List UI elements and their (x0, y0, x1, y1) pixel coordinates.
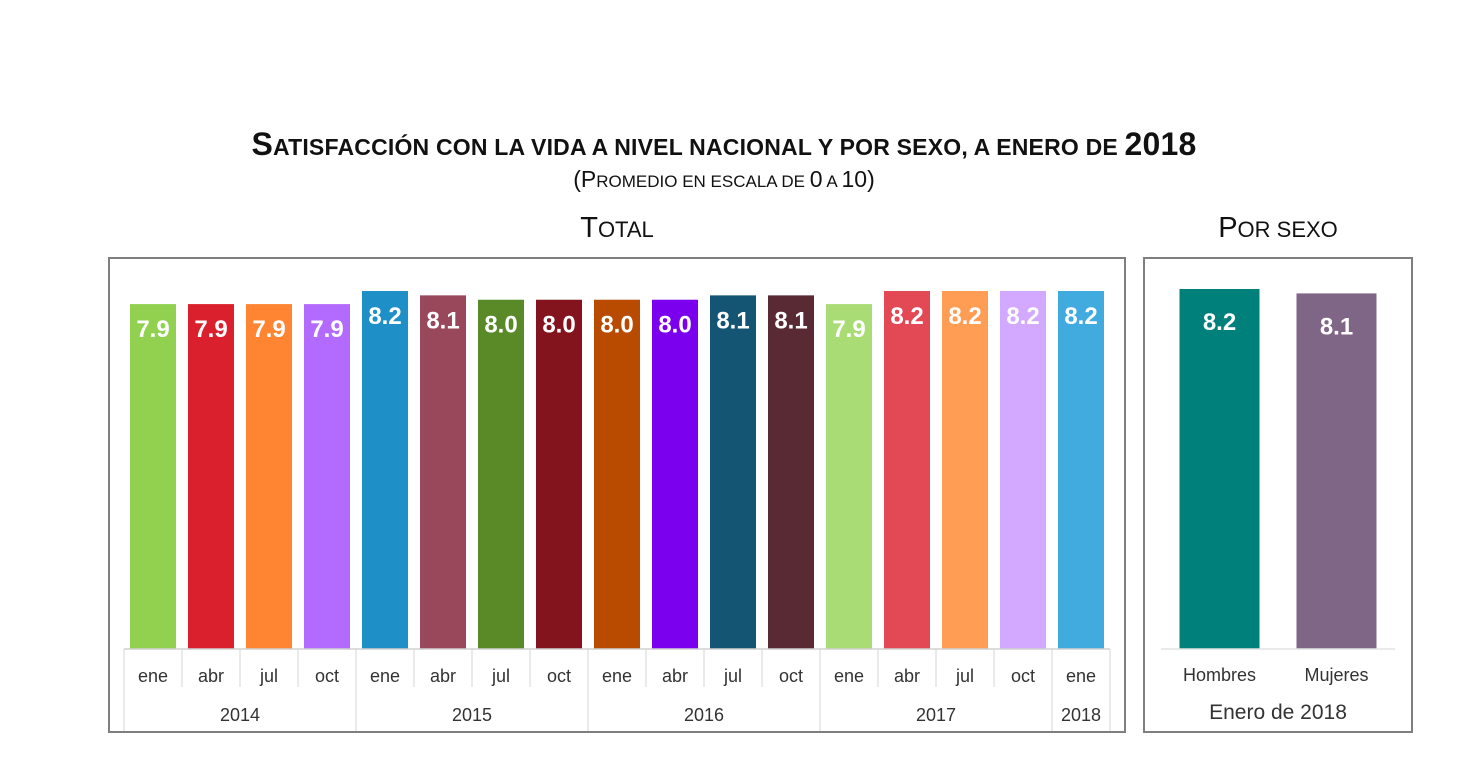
subtitle-close: ) (867, 166, 875, 192)
sex-tick-label: Mujeres (1304, 665, 1368, 685)
total-bar (188, 304, 234, 649)
total-bar (884, 291, 930, 649)
sex-chart-panel: 8.2 Hombres 8.1 Mujeres Enero de 2018 (1143, 257, 1413, 733)
total-bar-value: 8.2 (948, 303, 981, 330)
total-bar (594, 299, 640, 649)
total-bar-value: 8.0 (658, 312, 691, 339)
sex-bar (1179, 289, 1260, 649)
total-year-label: 2018 (1061, 705, 1101, 725)
total-chart-panel: 7.9 7.9 7.9 7.9 8.2 8.1 8.0 8.0 8.0 8.0 8.1 8.1 7.9 8… (108, 257, 1126, 733)
title-year: 2018 (1124, 126, 1197, 162)
total-year-label: 2014 (220, 705, 260, 725)
title-smallcaps: ATISFACCIÓN CON LA VIDA A NIVEL NACIONAL… (272, 134, 1125, 160)
subtitle-num2: 10 (841, 166, 868, 192)
sex-bar-value: 8.1 (1320, 313, 1353, 340)
sex-bar-chart: 8.2 Hombres 8.1 Mujeres Enero de 2018 (1161, 289, 1395, 724)
subtitle-mid: A (822, 172, 842, 191)
total-bar-value: 8.1 (774, 307, 807, 334)
total-bar (362, 291, 408, 649)
sex-bar (1296, 293, 1377, 649)
chart-subtitle: (PROMEDIO EN ESCALA DE 0 A 10) (0, 166, 1448, 193)
sex-tick-label: Hombres (1183, 665, 1256, 685)
total-bar (652, 299, 698, 649)
total-bar-value: 8.2 (1064, 303, 1097, 330)
total-bar (478, 299, 524, 649)
total-bar-value: 7.9 (252, 316, 285, 343)
total-bar-value: 8.0 (542, 312, 575, 339)
total-tick-label: oct (1011, 666, 1035, 686)
panel-total-rest: OTAL (597, 217, 654, 242)
total-bar (246, 304, 292, 649)
total-bar (1000, 291, 1046, 649)
total-tick-label: jul (259, 666, 278, 686)
total-bar (536, 299, 582, 649)
total-bar-value: 8.2 (368, 303, 401, 330)
total-year-label: 2017 (916, 705, 956, 725)
total-bar-value: 7.9 (310, 316, 343, 343)
total-year-label: 2015 (452, 705, 492, 725)
total-tick-label: jul (491, 666, 510, 686)
panel-sex-title: POR SEXO (1143, 212, 1413, 245)
subtitle-open: (P (573, 166, 597, 192)
total-bar-value: 8.2 (890, 303, 923, 330)
total-bar-value: 8.0 (484, 312, 517, 339)
total-tick-label: abr (430, 666, 456, 686)
total-bar (768, 295, 814, 649)
title-initial: S (251, 126, 273, 162)
total-bar-value: 8.0 (600, 312, 633, 339)
total-tick-label: oct (779, 666, 803, 686)
panel-total-initial: T (580, 212, 598, 244)
total-bar (826, 304, 872, 649)
total-bar (710, 295, 756, 649)
panel-total-title: TOTAL (108, 212, 1126, 245)
total-tick-label: jul (955, 666, 974, 686)
total-tick-label: ene (138, 666, 168, 686)
total-bar-value: 8.2 (1006, 303, 1039, 330)
sex-axis-title: Enero de 2018 (1209, 701, 1347, 724)
total-tick-label: jul (723, 666, 742, 686)
chart-title: SATISFACCIÓN CON LA VIDA A NIVEL NACIONA… (0, 126, 1448, 163)
sex-bar-value: 8.2 (1203, 309, 1236, 336)
total-tick-label: ene (370, 666, 400, 686)
total-bar (304, 304, 350, 649)
total-bar-value: 7.9 (194, 316, 227, 343)
total-bar (942, 291, 988, 649)
total-bar (130, 304, 176, 649)
total-bar-value: 7.9 (136, 316, 169, 343)
total-bar-value: 7.9 (832, 316, 865, 343)
panel-sex-initial: P (1218, 212, 1238, 244)
total-bar (1058, 291, 1104, 649)
total-tick-label: abr (894, 666, 920, 686)
subtitle-smallcaps: ROMEDIO EN ESCALA DE (596, 172, 810, 191)
total-tick-label: abr (198, 666, 224, 686)
total-bar-value: 8.1 (716, 307, 749, 334)
total-tick-label: ene (834, 666, 864, 686)
panel-sex-rest: OR SEXO (1237, 217, 1338, 242)
total-year-label: 2016 (684, 705, 724, 725)
total-bar-chart: 7.9 7.9 7.9 7.9 8.2 8.1 8.0 8.0 8.0 8.0 8.1 8.1 7.9 8… (123, 291, 1111, 731)
total-tick-label: oct (547, 666, 571, 686)
total-tick-label: oct (315, 666, 339, 686)
subtitle-num1: 0 (809, 166, 823, 192)
total-tick-label: abr (662, 666, 688, 686)
total-bar (420, 295, 466, 649)
total-tick-label: ene (1066, 666, 1096, 686)
total-tick-label: ene (602, 666, 632, 686)
total-bar-value: 8.1 (426, 307, 459, 334)
